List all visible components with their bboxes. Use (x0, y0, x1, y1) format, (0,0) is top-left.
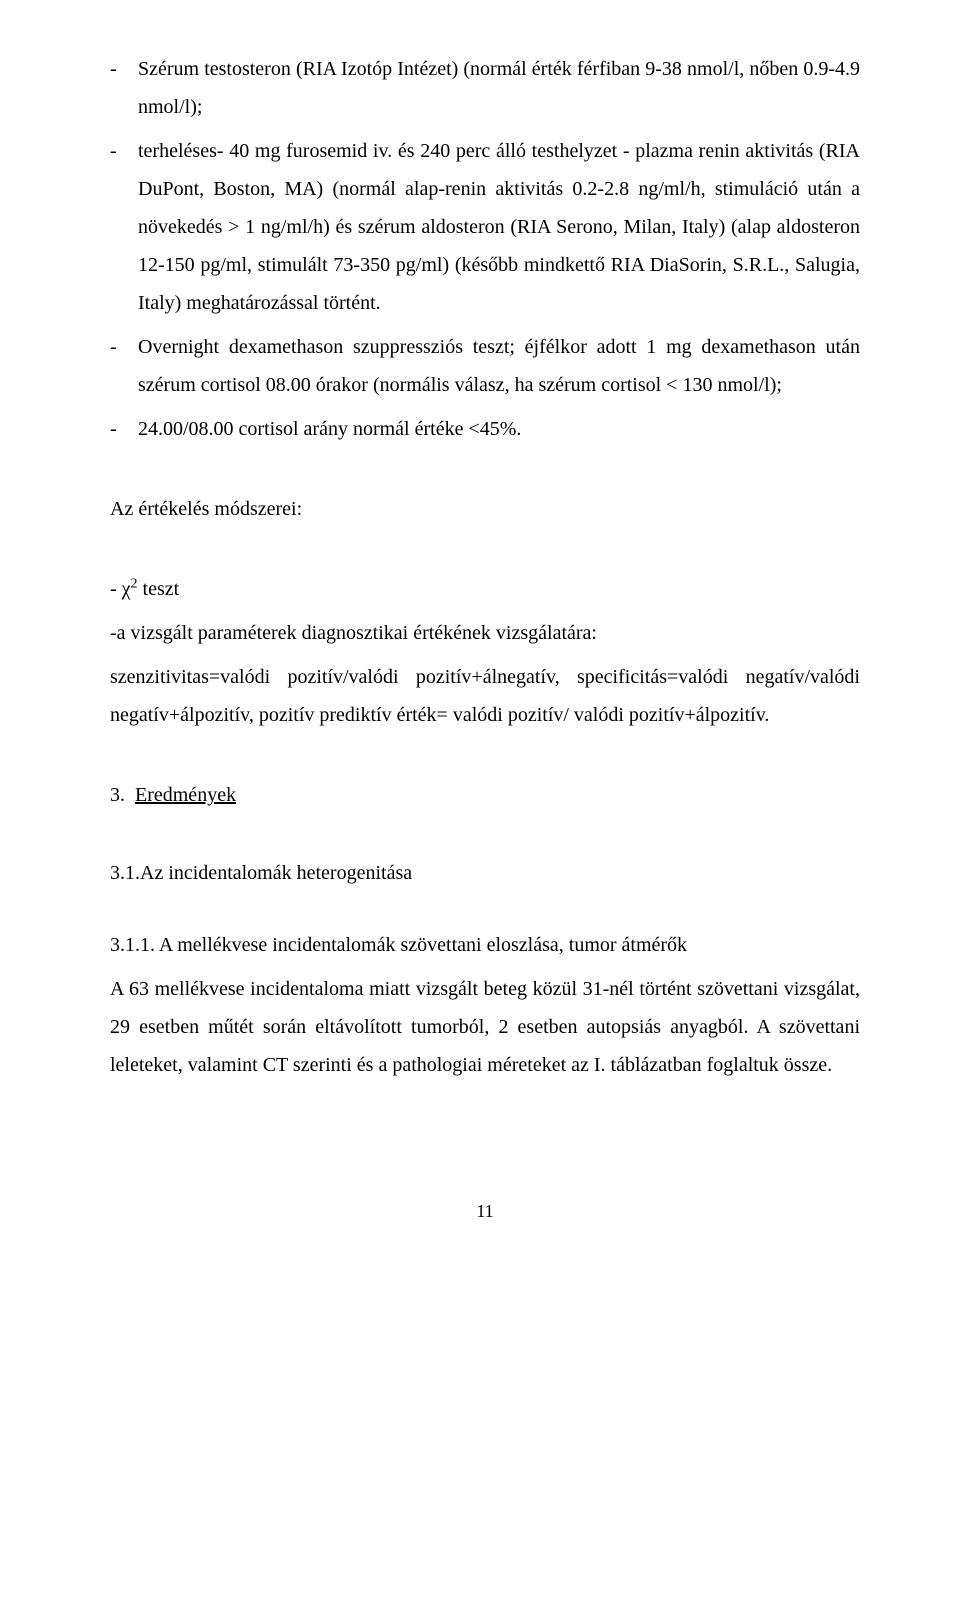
chi-suffix: teszt (138, 578, 180, 600)
section-3-1-1-body: A 63 mellékvese incidentaloma miatt vizs… (110, 970, 860, 1084)
list-body: Overnight dexamethason szuppressziós tes… (138, 328, 860, 404)
sensitivity-line: szenzitivitas=valódi pozitív/valódi pozi… (110, 658, 860, 734)
chi-test-line: - χ2 teszt (110, 570, 860, 608)
section-3-heading: 3. Eredmények (110, 776, 860, 814)
page-number: 11 (110, 1194, 860, 1228)
section-3-1-heading: 3.1.Az incidentalomák heterogenitása (110, 854, 860, 892)
list-body: 24.00/08.00 cortisol arány normál értéke… (138, 410, 860, 448)
list-dash: - (110, 50, 138, 126)
section-3-title: Eredmények (135, 784, 236, 806)
list-dash: - (110, 132, 138, 322)
chi-prefix: - χ (110, 578, 131, 600)
list-body: Szérum testosteron (RIA Izotóp Intézet) … (138, 50, 860, 126)
section-3-1-1-heading: 3.1.1. A mellékvese incidentalomák szöve… (110, 926, 860, 964)
list-item-cortisol-ratio: - 24.00/08.00 cortisol arány normál érté… (110, 410, 860, 448)
chi-superscript: 2 (131, 576, 138, 591)
section-3-num: 3. (110, 784, 125, 806)
list-item-dexamethason: - Overnight dexamethason szuppressziós t… (110, 328, 860, 404)
param-line: -a vizsgált paraméterek diagnosztikai ér… (110, 614, 860, 652)
list-item-testosteron: - Szérum testosteron (RIA Izotóp Intézet… (110, 50, 860, 126)
list-dash: - (110, 328, 138, 404)
list-dash: - (110, 410, 138, 448)
list-item-furosemid: - terheléses- 40 mg furosemid iv. és 240… (110, 132, 860, 322)
list-body: terheléses- 40 mg furosemid iv. és 240 p… (138, 132, 860, 322)
methods-heading: Az értékelés módszerei: (110, 490, 860, 528)
